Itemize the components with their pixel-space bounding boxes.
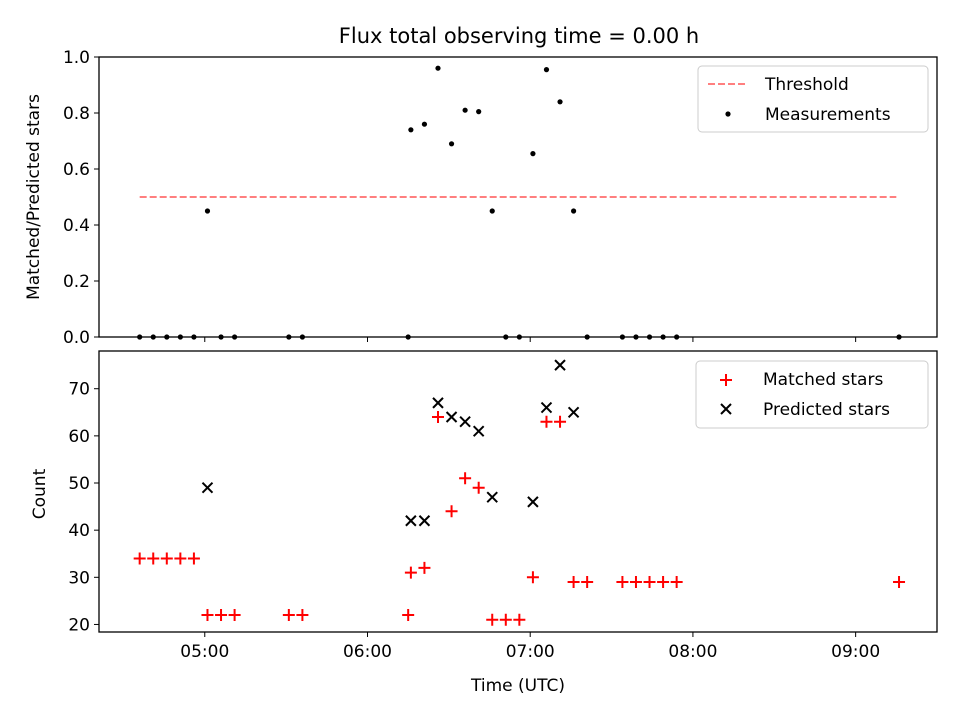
matched-star-point [540,415,553,428]
predicted-star-point [567,406,580,418]
measurement-point [435,65,441,71]
measurements-legend-label: Measurements [765,105,891,125]
bottom-x-axis: 05:00 06:00 07:00 08:00 09:00 [180,632,880,662]
matched-star-point [616,576,629,589]
top-y-axis: 0.0 0.2 0.4 0.6 0.8 1.0 [63,48,99,348]
matched-star-point [513,613,526,626]
matched-star-point [499,613,512,626]
predicted-star-point [486,491,498,503]
predicted-star-point [554,359,566,371]
matched-star-point [215,609,228,622]
bottom-y-axis: 20 30 40 50 60 70 [68,380,99,635]
predicted-star-point [540,401,553,414]
matched-star-point [472,481,485,494]
bottom-x-tick-label: 08:00 [668,642,717,662]
top-y-tick-label: 0.4 [63,216,90,236]
matched-star-point [418,561,431,574]
measurement-point [489,208,495,214]
matched-legend-label: Matched stars [763,370,883,390]
matched-star-point [581,576,594,589]
measurement-point [448,141,455,147]
top-y-tick-label: 0.2 [63,272,90,292]
matched-star-point [445,505,458,518]
matched-star-point [296,609,309,622]
matched-star-point [228,609,241,622]
bottom-y-axis-label: Count [30,468,50,519]
measurement-point [557,99,563,105]
measurement-point [476,109,482,115]
measurement-point [462,107,468,113]
measurement-point [570,208,577,214]
matched-star-point [657,576,670,589]
top-x-axis [204,337,857,342]
top-panel: 0.0 0.2 0.4 0.6 0.8 1.0 Matched/Predicted sta… [24,48,938,348]
bottom-x-axis-label: Time (UTC) [470,676,565,696]
bottom-y-tick-label: 40 [68,521,90,541]
predicted-star-point [432,397,444,409]
top-y-tick-label: 0.8 [63,104,90,124]
predicted-star-point [459,416,471,428]
bottom-y-tick-label: 50 [68,474,90,494]
predicted-star-point [201,482,214,494]
measurement-point [408,127,414,133]
bottom-y-tick-label: 20 [68,615,90,635]
matched-star-point [893,576,906,589]
predicted-star-point [418,515,431,527]
matched-star-point [459,472,472,485]
bottom-x-tick-label: 05:00 [180,642,229,662]
matched-star-point [431,411,444,424]
bottom-panel: 20 30 40 50 60 70 05:00 06:00 07:00 08:00 09:00 C… [30,350,938,696]
bottom-y-tick-label: 70 [68,380,90,400]
top-y-tick-label: 0.6 [63,160,90,180]
matched-star-point [402,609,415,622]
matched-star-point [160,552,173,565]
measurement-point [543,67,550,73]
matched-star-point [147,552,160,565]
bottom-plot-frame [98,350,938,633]
top-y-axis-label: Matched/Predicted stars [24,94,44,300]
predicted-star-point [527,496,539,508]
matched-star-point [282,609,295,622]
bottom-legend-box [695,360,929,429]
bottom-x-tick-label: 09:00 [831,642,880,662]
top-legend: Threshold Measurements [697,65,929,133]
bottom-x-tick-label: 06:00 [343,642,392,662]
matched-star-point [643,576,656,589]
bottom-x-tick-label: 07:00 [506,642,555,662]
matched-star-point [486,613,499,626]
bottom-y-tick-label: 30 [68,568,90,588]
matched-star-point [174,552,187,565]
predicted-star-point [405,515,417,527]
bottom-y-tick-label: 60 [68,427,90,447]
matched-star-point [404,566,417,579]
predicted-star-point [445,411,458,423]
measurements-legend-swatch [725,111,731,117]
measurement-point [421,121,428,127]
chart-title: Flux total observing time = 0.00 h [339,24,699,48]
bottom-legend: Matched stars Predicted stars [695,360,929,429]
top-plot-frame [98,56,938,338]
predicted-legend-swatch [720,403,732,415]
top-legend-box [697,65,929,133]
matched-star-point [201,609,214,622]
matched-star-point [133,552,146,565]
measurement-point [530,151,536,157]
matched-star-point [187,552,200,565]
measurement-point [204,208,211,214]
matched-star-point [554,415,567,428]
predicted-legend-label: Predicted stars [763,400,890,420]
matched-star-point [526,571,539,584]
top-y-tick-label: 0.0 [63,328,90,348]
top-y-tick-label: 1.0 [63,48,90,68]
matched-star-point [629,576,642,589]
threshold-legend-label: Threshold [764,75,849,95]
count-points [133,359,906,626]
matched-legend-swatch [720,374,732,386]
predicted-star-point [472,425,485,437]
matched-star-point [670,576,683,589]
matched-star-point [567,576,580,589]
